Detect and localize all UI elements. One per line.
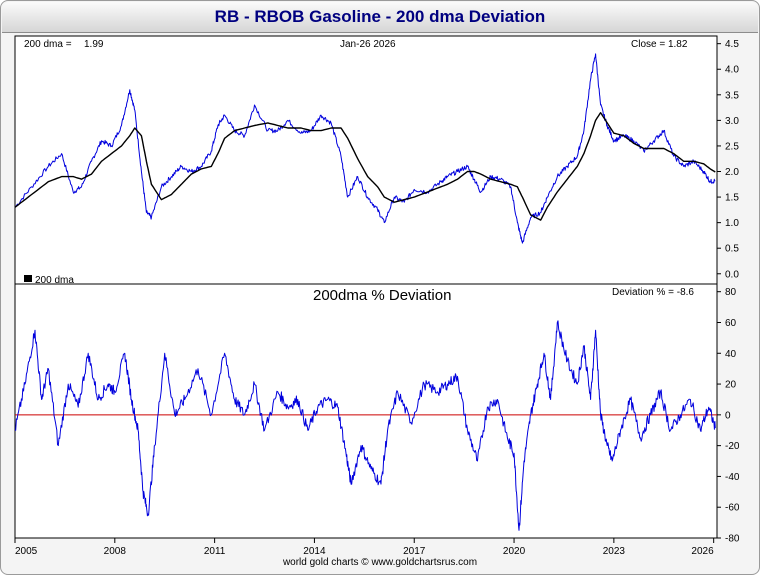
header-date: Jan-26 2026	[340, 39, 396, 50]
price-ytick-label: 0.5	[725, 244, 739, 255]
deviation-ytick-label: -60	[725, 503, 740, 514]
price-panel	[14, 35, 718, 285]
title-bar: RB - RBOB Gasoline - 200 dma Deviation	[2, 2, 758, 33]
price-ytick-label: 3.5	[725, 90, 739, 101]
deviation-panel	[14, 283, 718, 539]
price-ytick-label: 1.5	[725, 193, 739, 204]
xtick-label: 2023	[603, 546, 626, 557]
dma-label: 200 dma =	[24, 39, 72, 50]
xtick-label: 2020	[503, 546, 526, 557]
price-series-main	[14, 53, 716, 244]
price-ytick-label: 2.5	[725, 141, 739, 152]
deviation-ytick-label: -20	[725, 441, 740, 452]
price-y-axis: 4.5 4.0 3.5 3.0 2.5 2.0 1.5 1.0 0.5 0.0	[717, 39, 739, 280]
dma-value: 1.99	[84, 39, 104, 50]
xtick-label: 2005	[15, 546, 38, 557]
deviation-ytick-label: 80	[725, 287, 737, 298]
chart-title: RB - RBOB Gasoline - 200 dma Deviation	[214, 7, 546, 26]
deviation-series-main	[15, 320, 716, 531]
deviation-ytick-label: 40	[725, 349, 737, 360]
deviation-ytick-label: 60	[725, 318, 737, 329]
deviation-ytick-label: -40	[725, 472, 740, 483]
price-ytick-label: 4.0	[725, 65, 739, 76]
xtick-label: 2017	[403, 546, 426, 557]
deviation-title: 200dma % Deviation	[313, 287, 451, 304]
x-axis: 2005 2008 2011 2014 2017 2020 2023 2026	[14, 538, 715, 557]
legend-swatch-200dma	[24, 275, 32, 282]
xtick-label: 2014	[303, 546, 326, 557]
price-ytick-label: 0.0	[725, 269, 739, 280]
deviation-ytick-label: 20	[725, 380, 737, 391]
price-ytick-label: 4.5	[725, 39, 739, 50]
price-ytick-label: 3.0	[725, 116, 739, 127]
deviation-ytick-label: 0	[725, 410, 731, 421]
deviation-value: Deviation % = -8.6	[612, 287, 694, 298]
xtick-label: 2026	[691, 546, 714, 557]
xtick-label: 2011	[204, 546, 226, 557]
price-ytick-label: 2.0	[725, 167, 739, 178]
legend-label-200dma: 200 dma	[35, 275, 74, 286]
deviation-ytick-label: -80	[725, 534, 740, 545]
footer-credit: world gold charts © www.goldchartsrus.co…	[282, 557, 478, 568]
xtick-label: 2008	[104, 546, 127, 557]
price-series-dma	[14, 111, 716, 221]
deviation-y-axis: 80 60 40 20 0 -20 -40 -60 -80	[717, 287, 740, 545]
price-lines	[14, 53, 716, 244]
deviation-lines	[15, 320, 717, 531]
price-ytick-label: 1.0	[725, 218, 739, 229]
close-value: Close = 1.82	[631, 39, 688, 50]
